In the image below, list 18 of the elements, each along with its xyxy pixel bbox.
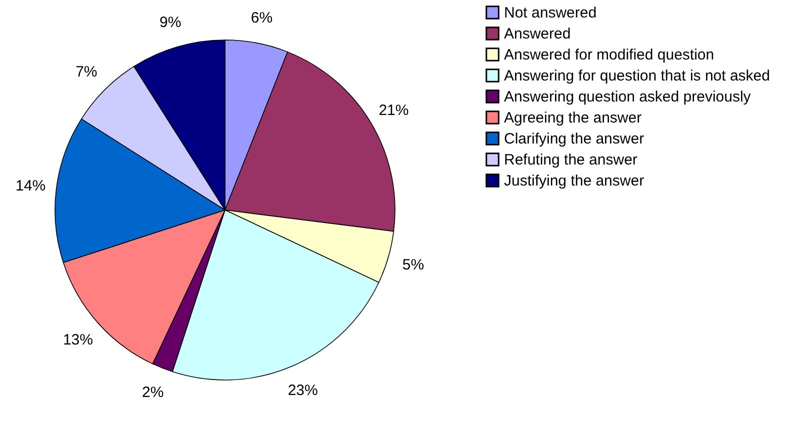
data-label: 6% bbox=[250, 9, 273, 26]
legend-label: Clarifying the answer bbox=[504, 130, 644, 148]
legend-label: Answered for modified question bbox=[504, 46, 714, 64]
legend-label: Refuting the answer bbox=[504, 152, 638, 168]
data-label: 7% bbox=[76, 63, 98, 80]
legend-label: Answering for question that is not asked bbox=[504, 68, 770, 84]
legend-label: Agreeing the answer bbox=[504, 110, 642, 126]
data-label: 21% bbox=[378, 102, 409, 120]
data-label: 14% bbox=[16, 177, 46, 194]
legend-label: Justifying the answer bbox=[504, 172, 644, 190]
data-label: 9% bbox=[159, 14, 182, 31]
data-label: 23% bbox=[288, 382, 318, 399]
data-label: 2% bbox=[142, 384, 164, 402]
legend-label: Not answered bbox=[504, 4, 597, 22]
legend-label: Answered bbox=[504, 26, 571, 42]
legend-label: Answering question asked previously bbox=[504, 88, 752, 106]
data-label: 5% bbox=[402, 256, 424, 274]
data-label: 13% bbox=[62, 332, 93, 349]
